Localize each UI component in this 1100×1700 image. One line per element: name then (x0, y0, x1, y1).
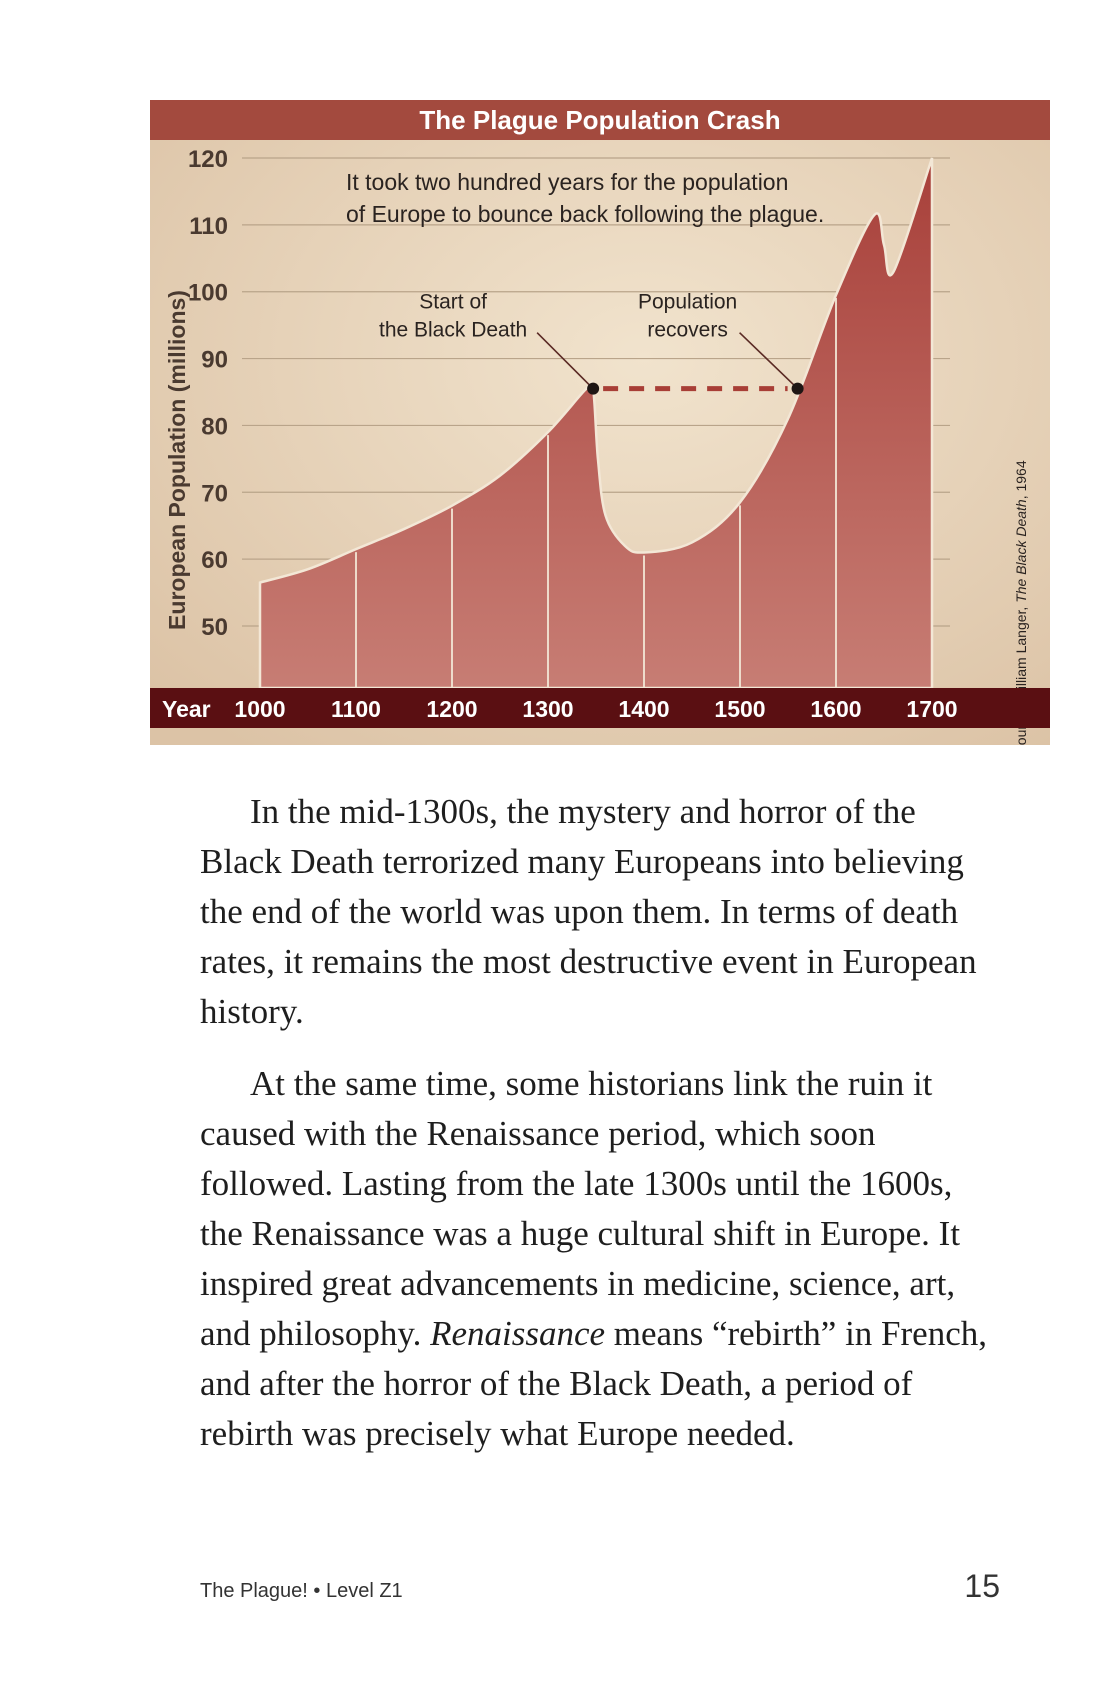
start-label-line-2: the Black Death (379, 319, 527, 342)
start-point-marker (587, 382, 600, 395)
recover-label-line-1: Population (638, 291, 737, 314)
paragraph-2: At the same time, some historians link t… (200, 1059, 1000, 1459)
x-tick-1600: 1600 (810, 696, 861, 722)
body-text: In the mid-1300s, the mystery and horror… (200, 787, 1000, 1481)
x-tick-1100: 1100 (331, 696, 381, 722)
x-tick-1300: 1300 (522, 696, 573, 722)
chart-note-line-1: It took two hundred years for the popula… (346, 169, 788, 195)
x-tick-1200: 1200 (426, 696, 477, 722)
recover-point-marker (791, 382, 804, 395)
x-tick-1400: 1400 (618, 696, 669, 722)
renaissance-italic: Renaissance (430, 1314, 606, 1353)
x-axis-label: Year (162, 696, 211, 722)
x-tick-1500: 1500 (714, 696, 765, 722)
x-tick-labels: 1000 1100 1200 1300 1400 1500 1600 1700 (234, 696, 957, 722)
recover-label-line-2: recovers (647, 319, 728, 342)
start-label-line-1: Start of (419, 291, 487, 314)
source-year: , 1964 (1013, 460, 1029, 499)
page-number: 15 (964, 1568, 1000, 1604)
paragraph-1: In the mid-1300s, the mystery and horror… (200, 792, 977, 1031)
y-tick-80: 80 (201, 413, 228, 440)
start-leader-line (536, 332, 591, 387)
y-tick-120: 120 (188, 146, 228, 173)
source-title: The Black Death (1013, 499, 1029, 603)
y-tick-60: 60 (201, 547, 228, 574)
y-tick-100: 100 (188, 280, 228, 307)
y-tick-70: 70 (201, 480, 228, 507)
y-tick-90: 90 (201, 347, 228, 374)
y-axis-label: European Population (millions) (164, 290, 190, 630)
y-tick-110: 110 (189, 213, 228, 240)
y-tick-labels: 50 60 70 80 90 100 110 120 (188, 146, 228, 641)
recover-leader-line (739, 332, 796, 387)
chart-title-bar (150, 100, 1050, 140)
chart-svg: The Plague Population Crash 50 60 70 80 90 10… (150, 100, 1050, 745)
chart-title: The Plague Population Crash (419, 105, 780, 135)
x-tick-1700: 1700 (906, 696, 957, 722)
x-axis-bar (150, 688, 1050, 728)
paragraph-2-part-2: means “rebirth” in French, and after the… (200, 1314, 987, 1453)
x-tick-1000: 1000 (234, 696, 285, 722)
century-dividers (355, 298, 837, 688)
y-tick-50: 50 (201, 614, 228, 641)
book-title: The Plague! • Level Z1 (200, 1580, 403, 1602)
chart-note-line-2: of Europe to bounce back following the p… (346, 201, 824, 227)
population-area (258, 157, 934, 690)
population-chart: The Plague Population Crash 50 60 70 80 90 10… (150, 100, 1050, 745)
page-footer: The Plague! • Level Z1 15 (200, 1568, 1000, 1608)
paragraph-2-part-1: At the same time, some historians link t… (200, 1064, 961, 1353)
